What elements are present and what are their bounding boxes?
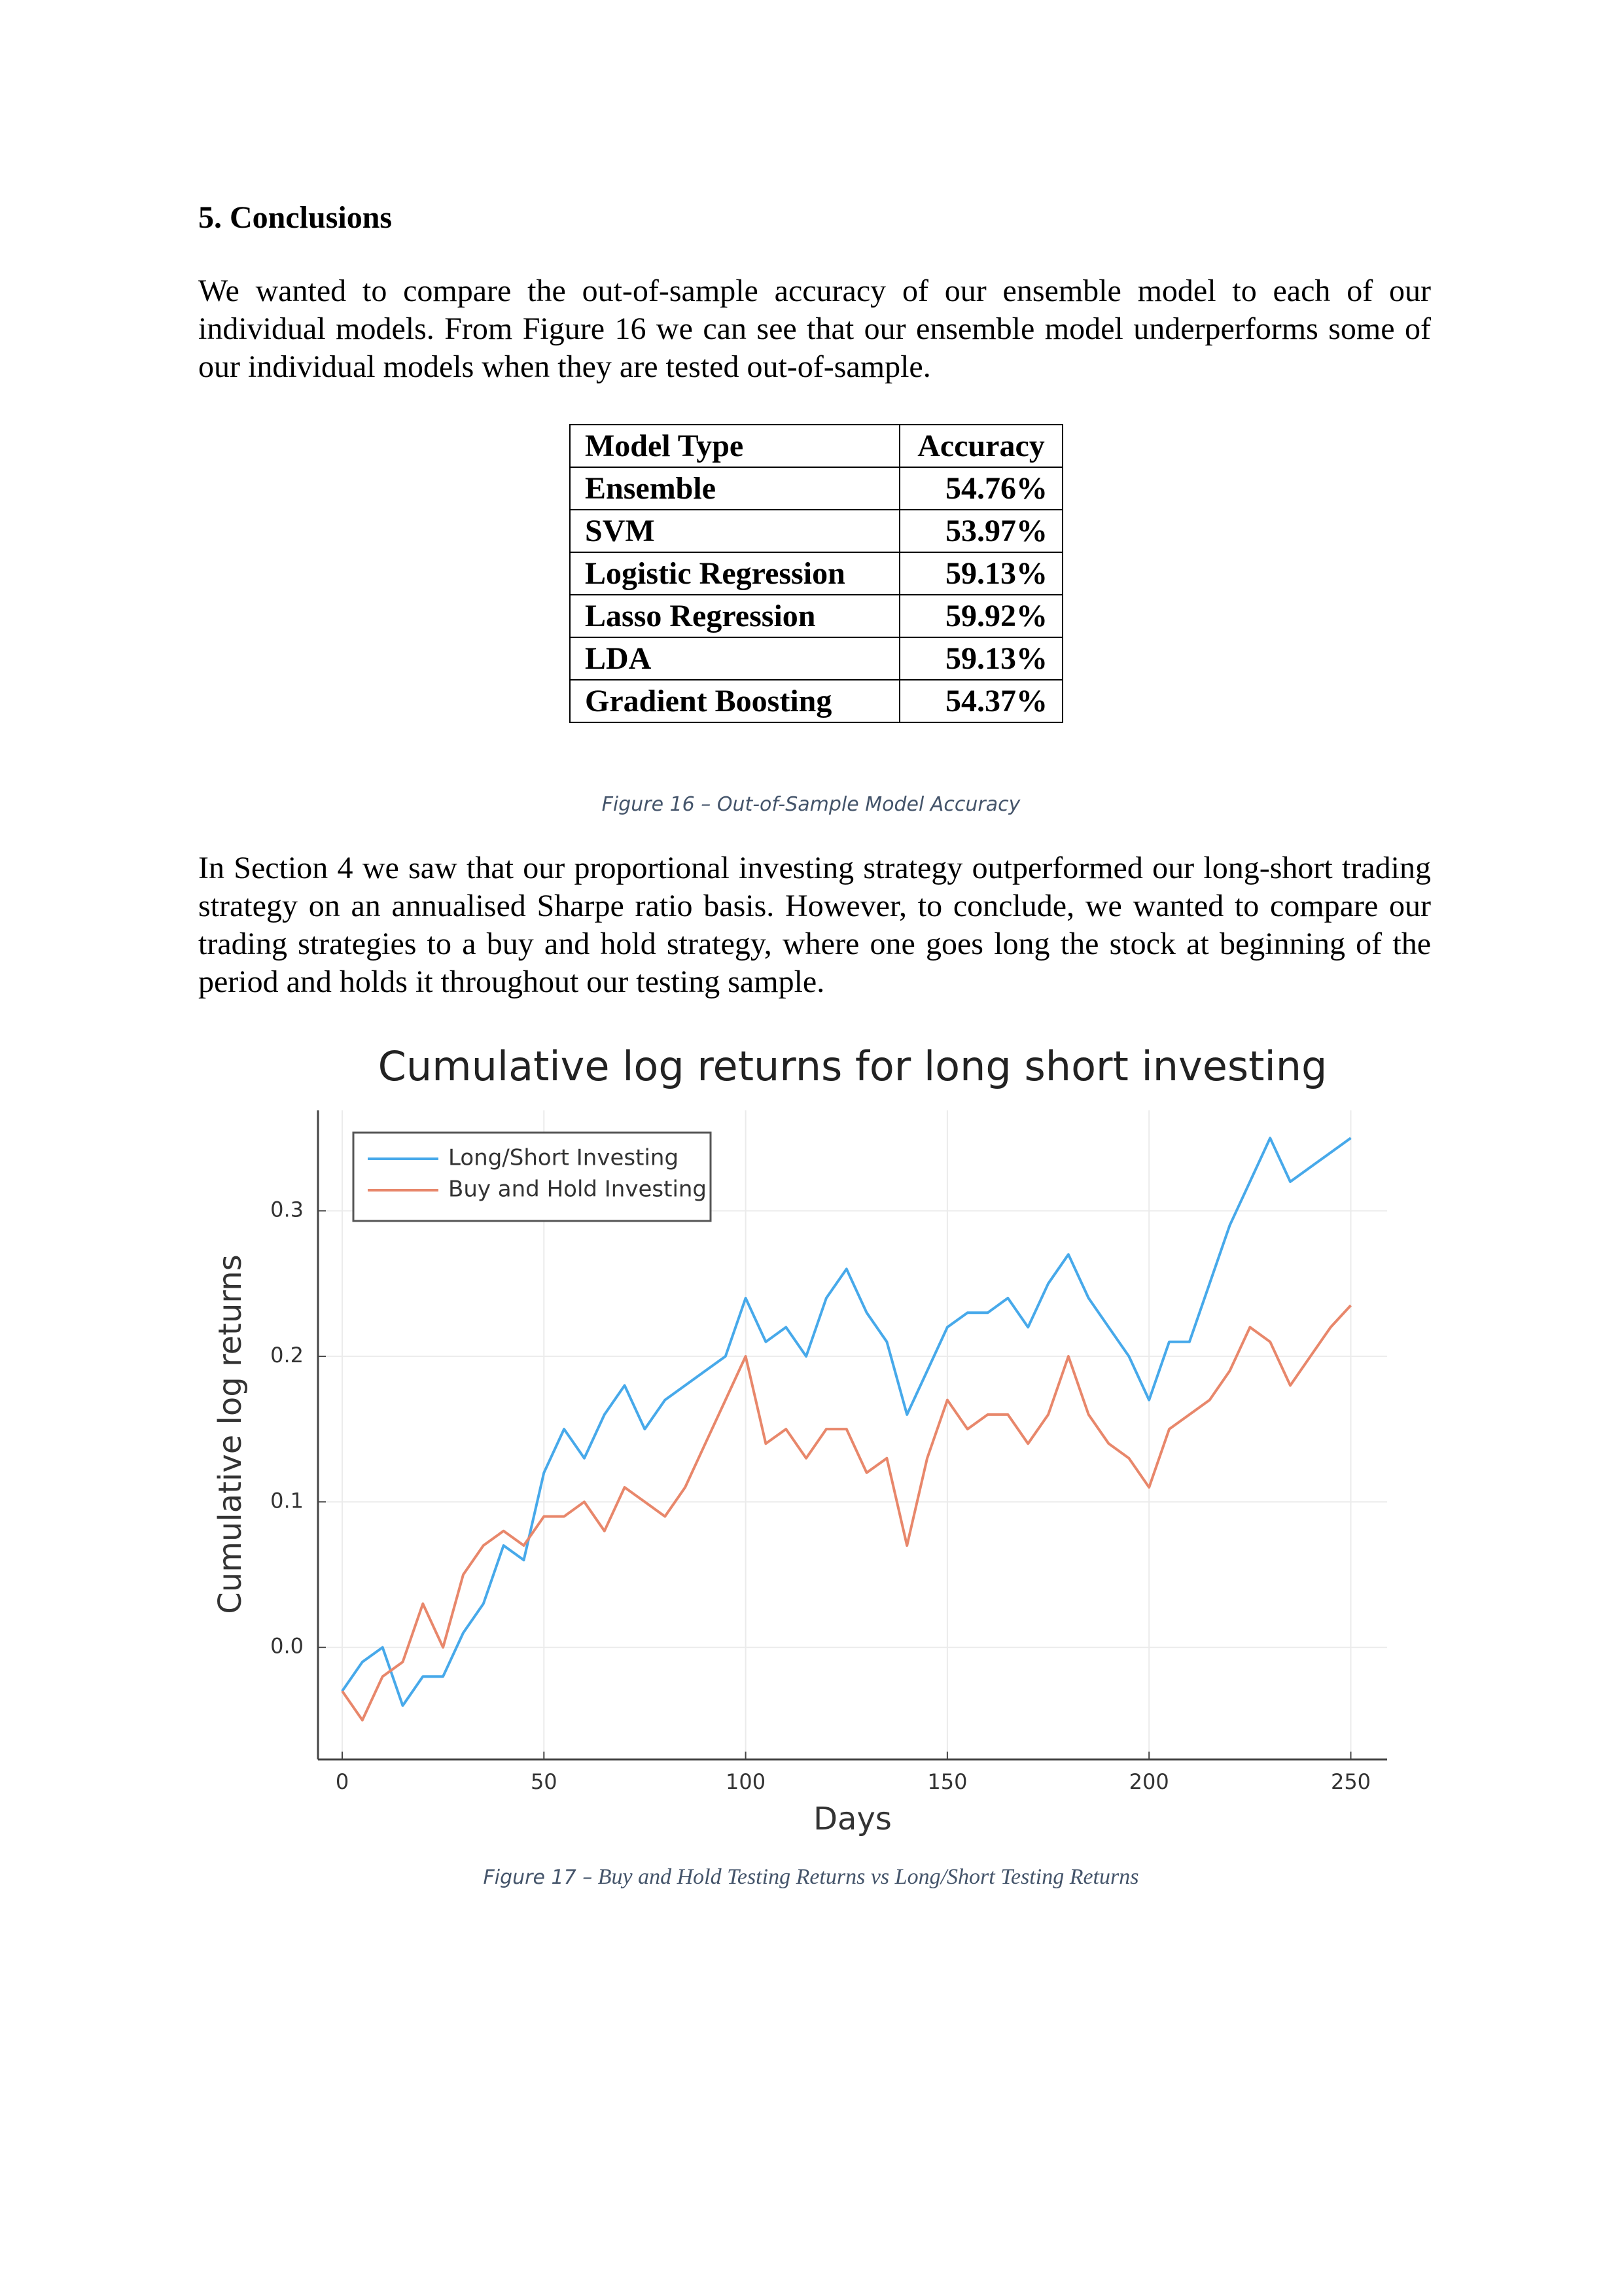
section-heading: 5. Conclusions [198,200,393,235]
table-cell: Gradient Boosting [569,679,900,723]
legend-box [352,1131,712,1222]
figure-caption: Figure 16 – Out-of-Sample Model Accuracy [601,793,1021,816]
table-header: Model Type Accuracy [569,424,1063,468]
accuracy-table: Model Type Accuracy Ensemble 54.76% SVM 53.… [569,424,1063,723]
x-tick-label: 0 [336,1769,349,1794]
chart-title: Cumulative log returns for long short in… [378,1042,1328,1090]
table-cell: 53.97% [899,509,1063,553]
table-cell: 59.92% [899,594,1063,638]
header-cell: Model Type [569,424,900,468]
series-line [341,1304,1352,1722]
table-cell: 59.13% [899,637,1063,680]
x-tick-label: 50 [531,1769,557,1794]
series-line [341,1137,1352,1707]
y-tick-label: 0.3 [270,1197,304,1222]
x-axis-label: Days [813,1801,892,1837]
figure-caption: Figure 17 – Buy and Hold Testing Returns… [0,1865,1622,1890]
paragraph: We wanted to compare the out-of-sample a… [198,274,1431,384]
caption-text: Buy and Hold Testing Returns vs Long/Sho… [597,1865,1139,1889]
table-cell: Logistic Regression [569,552,900,595]
y-axis-label: Cumulative log returns [212,1254,249,1614]
legend-label: Buy and Hold Investing [448,1176,707,1203]
y-tick-label: 0.0 [270,1634,304,1659]
caption-label: Figure 17 – [483,1866,593,1889]
table-cell: 59.13% [899,552,1063,595]
table-cell: LDA [569,637,900,680]
legend-label: Long/Short Investing [448,1145,679,1171]
table-cell: Lasso Regression [569,594,900,638]
table-cell: 54.37% [899,679,1063,723]
table-cell: 54.76% [899,467,1063,510]
table-cell: Ensemble [569,467,900,510]
table-row: LDA 59.13% [569,637,1063,680]
table-row: Gradient Boosting 54.37% [569,679,1063,723]
x-tick-label: 100 [726,1769,766,1794]
paragraph: In Section 4 we saw that our proportiona… [198,851,1431,999]
table-row: SVM 53.97% [569,509,1063,553]
y-tick-label: 0.2 [270,1343,304,1368]
y-tick-label: 0.1 [270,1488,304,1513]
x-tick-label: 200 [1129,1769,1169,1794]
table-cell: SVM [569,509,900,553]
x-tick-label: 150 [927,1769,967,1794]
table-row: Logistic Regression 59.13% [569,552,1063,595]
table-row: Ensemble 54.76% [569,467,1063,510]
header-cell: Accuracy [899,424,1063,468]
x-tick-label: 250 [1331,1769,1371,1794]
table-row: Lasso Regression 59.92% [569,594,1063,638]
